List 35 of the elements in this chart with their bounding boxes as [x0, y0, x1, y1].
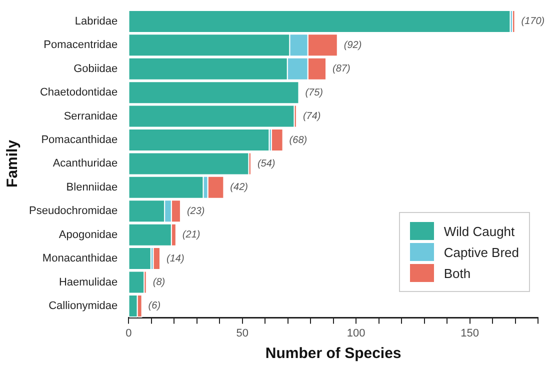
x-axis-title: Number of Species: [265, 345, 402, 362]
y-tick-label: Acanthuridae: [52, 158, 118, 170]
total-label: (8): [152, 277, 166, 288]
total-label: (54): [257, 158, 276, 170]
x-tick-label: 100: [346, 327, 366, 340]
y-tick-label: Labridae: [74, 15, 118, 28]
total-label: (42): [230, 182, 248, 194]
y-tick-label: Chaetodontidae: [40, 86, 118, 99]
y-tick-label: Gobiidae: [74, 62, 118, 75]
y-tick-label: Blenniidae: [66, 181, 118, 194]
legend-label: Both: [444, 266, 471, 280]
total-label: (14): [166, 253, 184, 264]
y-tick-label: Serranidae: [64, 110, 118, 122]
x-tick-label: 150: [460, 327, 479, 340]
total-label: (170): [521, 16, 545, 28]
y-tick-label: Callionymidae: [48, 300, 118, 312]
total-label: (6): [148, 300, 161, 312]
y-tick-label: Monacanthidae: [42, 252, 118, 265]
y-tick-label: Haemulidae: [58, 276, 118, 288]
x-tick-label: 50: [236, 327, 248, 340]
legend-label: Captive Bred: [444, 244, 519, 260]
total-label: (75): [305, 87, 324, 98]
total-label: (92): [344, 40, 362, 51]
y-axis-title: Family: [4, 139, 22, 188]
y-tick-label: Apogonidae: [58, 228, 118, 241]
legend-label: Wild Caught: [444, 224, 515, 238]
y-tick-label: Pseudochromidae: [28, 205, 118, 218]
y-tick-label: Pomacanthidae: [41, 134, 118, 146]
total-label: (68): [289, 134, 308, 146]
total-label: (21): [182, 230, 200, 241]
x-tick-label: 0: [126, 327, 132, 340]
total-label: (87): [332, 64, 350, 75]
total-label: (74): [302, 111, 321, 122]
y-tick-label: Pomacentridae: [44, 39, 118, 52]
total-label: (23): [186, 206, 205, 217]
